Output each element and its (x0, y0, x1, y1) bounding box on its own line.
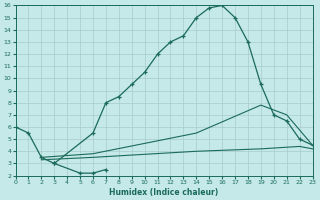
X-axis label: Humidex (Indice chaleur): Humidex (Indice chaleur) (109, 188, 219, 197)
